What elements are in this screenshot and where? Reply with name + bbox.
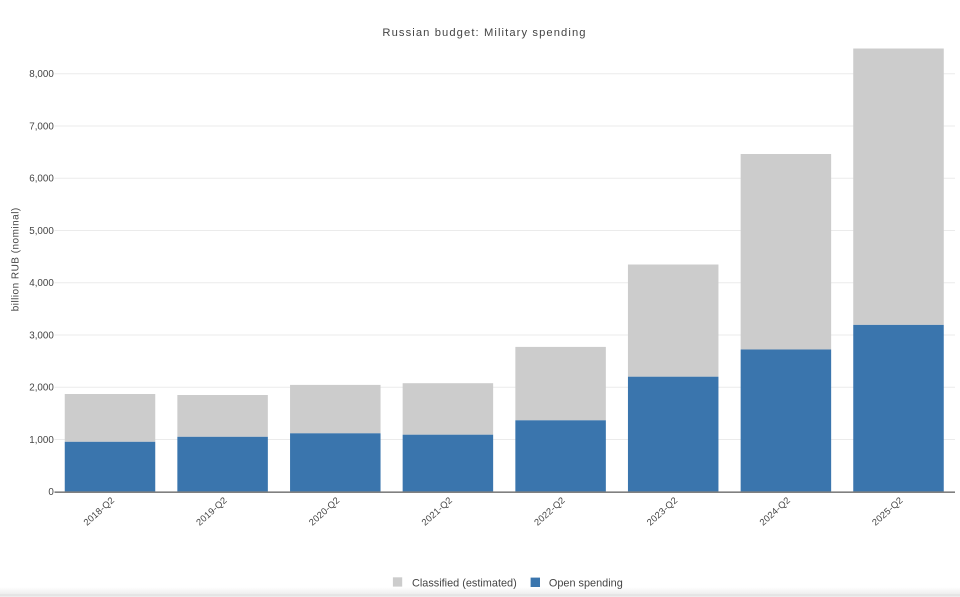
svg-text:1,000: 1,000 <box>29 435 54 446</box>
svg-text:Open spending: Open spending <box>549 578 623 590</box>
svg-text:2,000: 2,000 <box>29 383 54 394</box>
svg-text:3,000: 3,000 <box>29 330 54 341</box>
svg-text:6,000: 6,000 <box>29 174 54 185</box>
svg-text:0: 0 <box>48 487 54 498</box>
svg-text:8,000: 8,000 <box>29 69 54 80</box>
svg-text:5,000: 5,000 <box>29 226 54 237</box>
svg-text:7,000: 7,000 <box>29 121 54 132</box>
svg-text:Russian budget: Military spend: Russian budget: Military spending <box>382 27 586 39</box>
svg-text:4,000: 4,000 <box>29 278 54 289</box>
svg-text:billion RUB (nominal): billion RUB (nominal) <box>11 207 22 311</box>
svg-text:Classified (estimated): Classified (estimated) <box>412 578 517 590</box>
